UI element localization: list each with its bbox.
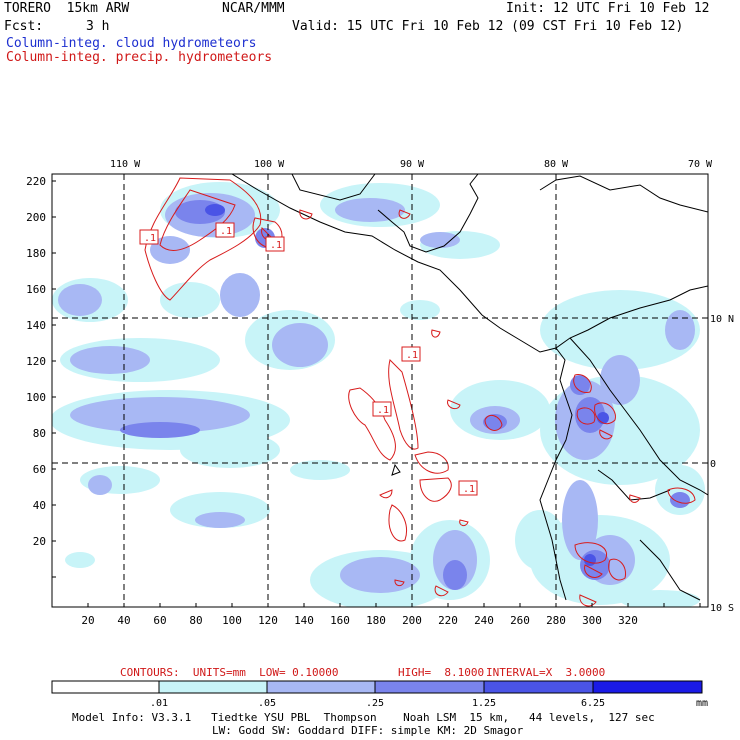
lon-labels: 110 W 100 W 90 W 80 W 70 W [110,159,713,170]
x-tick-label: 280 [546,614,566,627]
y-tick-label: 80 [33,427,46,440]
colorbar-bin [267,681,375,693]
model-info-line2: LW: Godd SW: Goddard DIFF: simple KM: 2D… [212,724,524,737]
x-tick-label: 260 [510,614,530,627]
colorbar-bin [52,681,159,693]
contours-interval: INTERVAL=X 3.0000 [486,666,606,679]
organization: NCAR/MMM [222,1,285,16]
y-tick-label: 220 [26,175,46,188]
x-tick-label: 100 [222,614,242,627]
y-tick-label: 100 [26,391,46,404]
x-tick-label: 60 [153,614,166,627]
contour-label: .1 [463,484,475,495]
init-time: Init: 12 UTC Fri 10 Feb 12 [506,1,710,16]
forecast-label: Fcst: [4,19,44,34]
model-title: TORERO 15km ARW [4,1,130,16]
x-tick-label: 300 [582,614,602,627]
y-tick-label: 60 [33,463,46,476]
lon-label: 110 W [110,159,141,170]
y-tick-label: 200 [26,211,46,224]
x-tick-label: 220 [438,614,458,627]
lat-label: 10 N [710,314,734,325]
forecast-hour: 3 h [86,19,110,34]
x-tick-label: 20 [81,614,94,627]
x-tick-label: 240 [474,614,494,627]
cloud-field [52,182,705,607]
x-tick-label: 160 [330,614,350,627]
lon-label: 100 W [254,159,285,170]
y-tick-labels: 220 200 180 160 140 120 100 80 60 40 20 [26,175,46,548]
x-tick-labels: 20 40 60 80 100 120 140 160 180 200 220 … [81,614,638,627]
contour-label: .1 [144,233,156,244]
y-tick-label: 40 [33,499,46,512]
y-tick-label: 120 [26,355,46,368]
contour-label: .1 [377,405,389,416]
colorbar-label: .25 [366,698,384,709]
x-tick-label: 40 [117,614,130,627]
contour-label: .1 [270,240,282,251]
lon-label: 80 W [544,159,569,170]
x-tick-label: 80 [189,614,202,627]
y-tick-label: 160 [26,283,46,296]
model-info-line1: Model Info: V3.3.1 Tiedtke YSU PBL Thomp… [72,711,655,724]
lat-label: 10 S [710,603,734,614]
valid-time: Valid: 15 UTC Fri 10 Feb 12 (09 CST Fri … [292,19,684,34]
lat-label: 0 [710,459,716,470]
x-tick-label: 140 [294,614,314,627]
cloud-legend-label: Column-integ. cloud hydrometeors [6,36,257,51]
colorbar: .01 .05 .25 1.25 6.25 mm [51,680,708,709]
colorbar-unit: mm [696,698,708,709]
axis-ticks [52,180,701,607]
y-tick-label: 140 [26,319,46,332]
contour-labels: .1 .1 .1 .1 .1 .1 [139,222,478,496]
colorbar-label: 6.25 [581,698,605,709]
x-tick-label: 180 [366,614,386,627]
contours-units: CONTOURS: UNITS=mm LOW= 0.10000 [120,666,339,679]
y-tick-label: 180 [26,247,46,260]
x-tick-label: 120 [258,614,278,627]
colorbar-bin [159,681,267,693]
colorbar-bin [484,681,593,693]
x-tick-label: 320 [618,614,638,627]
colorbar-label: 1.25 [472,698,496,709]
coastlines [231,174,708,601]
colorbar-label: .01 [150,698,168,709]
colorbar-bin [375,681,484,693]
lon-label: 90 W [400,159,425,170]
map-frame [51,173,709,608]
colorbar-bin [593,681,702,693]
precip-legend-label: Column-integ. precip. hydrometeors [6,50,273,65]
x-tick-label: 200 [402,614,422,627]
contour-label: .1 [220,226,232,237]
lon-label: 70 W [688,159,713,170]
y-tick-label: 20 [33,535,46,548]
colorbar-label: .05 [258,698,276,709]
contour-label: .1 [406,350,418,361]
contours-high: HIGH= 8.1000 [398,666,485,679]
lat-labels: 10 N 0 10 S [710,314,734,614]
